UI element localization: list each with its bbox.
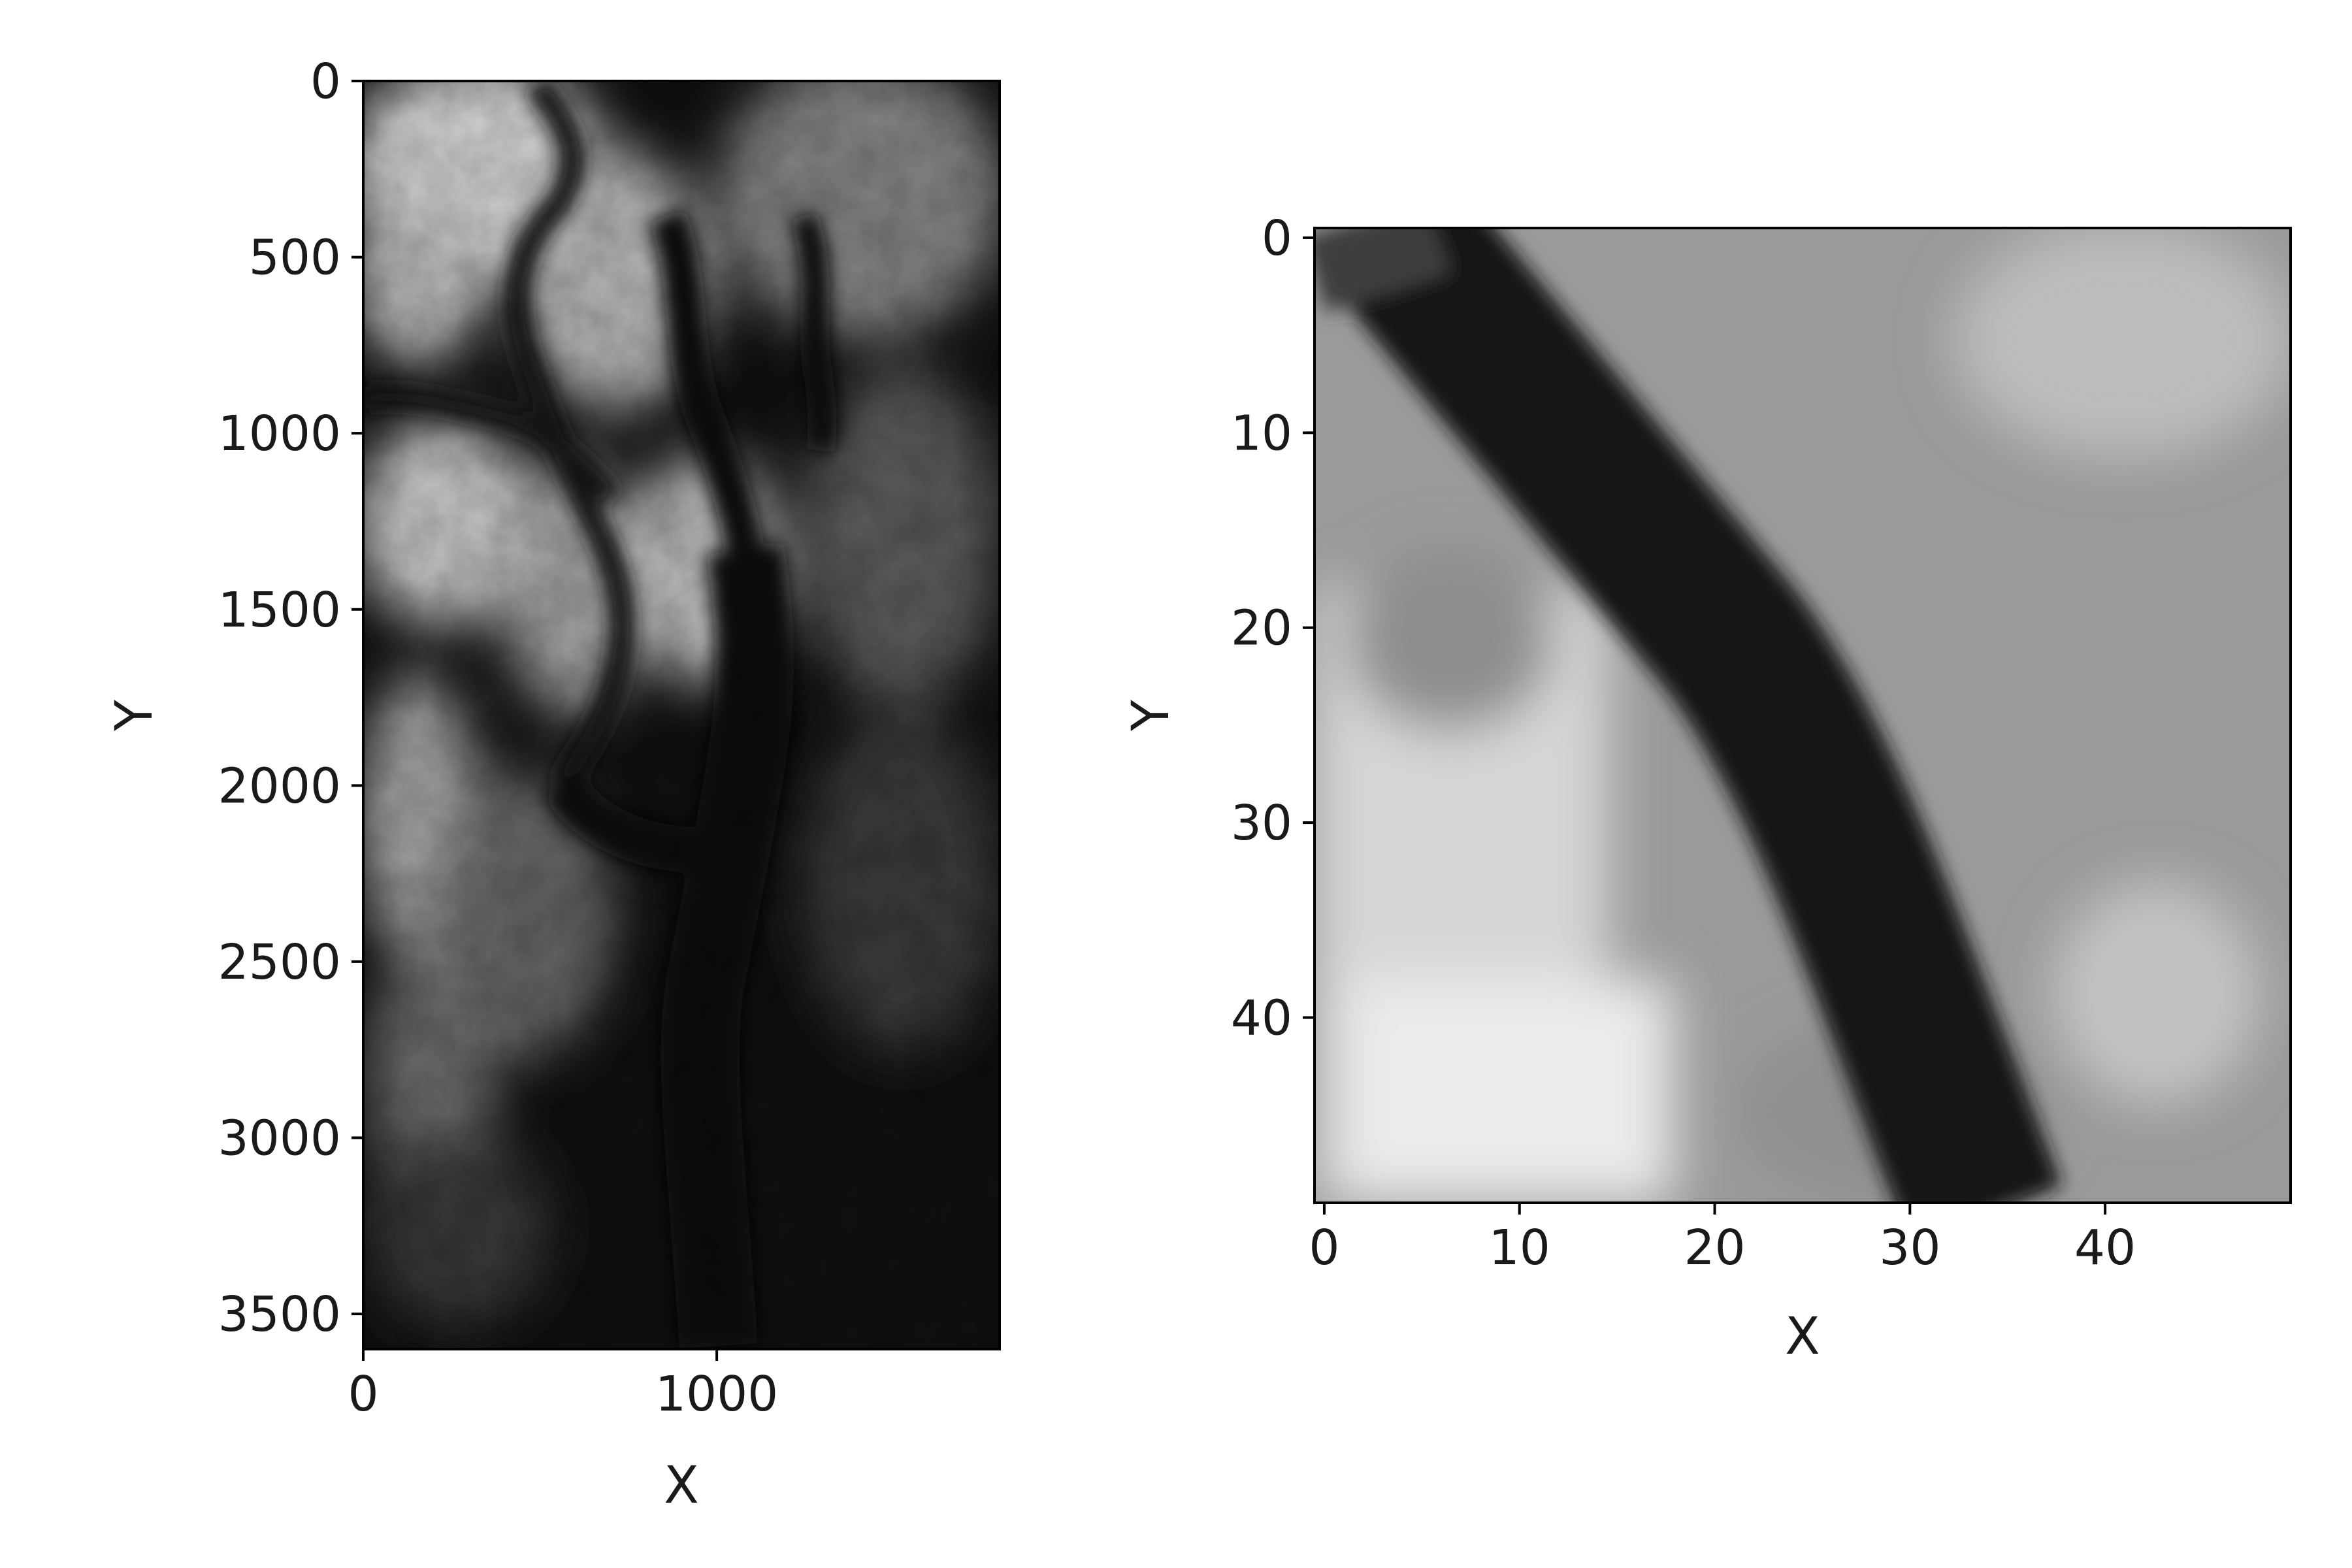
- zoom-x-tick-label: 0: [1309, 1220, 1339, 1276]
- plot-frame-zoom: [1313, 227, 2292, 1204]
- full-x-tick-label: 1000: [655, 1366, 778, 1422]
- elevation-image-full: [363, 81, 1000, 1349]
- chart-elevation-zoom: 0 10 20 30 40 0 10 20 30 40 X Y: [1122, 210, 2292, 1366]
- full-x-tick-label: 0: [348, 1366, 378, 1422]
- ticks-zoom: 0 10 20 30 40 0 10 20 30 40: [1231, 210, 2136, 1276]
- full-y-tick-label: 2500: [218, 934, 341, 990]
- zoom-y-tick-label: 30: [1231, 795, 1292, 851]
- full-y-tick-label: 0: [310, 54, 341, 110]
- full-y-tick-label: 3000: [218, 1111, 341, 1167]
- x-axis-label-zoom: X: [1785, 1307, 1820, 1366]
- full-y-tick-label: 1500: [218, 582, 341, 638]
- full-y-tick-label: 2000: [218, 758, 341, 814]
- zoom-y-tick-label: 0: [1262, 210, 1292, 267]
- zoom-x-tick-label: 40: [2074, 1220, 2136, 1276]
- full-y-tick-label: 500: [249, 230, 341, 286]
- plot-frame-full: [362, 80, 1001, 1350]
- zoom-x-tick-label: 20: [1684, 1220, 1745, 1276]
- full-y-tick-label: 1000: [218, 406, 341, 462]
- zoom-x-tick-label: 30: [1879, 1220, 1940, 1276]
- x-axis-label-full: X: [664, 1456, 698, 1515]
- chart-elevation-full: 0 1000 0 500 1000 1500 2000 2500 3000 3500 X Y: [105, 54, 1001, 1515]
- elevation-image-zoom: [1315, 228, 2291, 1203]
- y-axis-label-zoom: Y: [1122, 700, 1181, 732]
- full-y-tick-label: 3500: [218, 1286, 341, 1343]
- zoom-y-tick-label: 10: [1231, 405, 1292, 461]
- zoom-y-tick-label: 40: [1231, 990, 1292, 1047]
- ticks-full: 0 1000 0 500 1000 1500 2000 2500 3000 3500: [218, 54, 779, 1422]
- zoom-y-tick-label: 20: [1231, 600, 1292, 657]
- zoom-x-tick-label: 10: [1489, 1220, 1550, 1276]
- y-axis-label-full: Y: [105, 700, 164, 732]
